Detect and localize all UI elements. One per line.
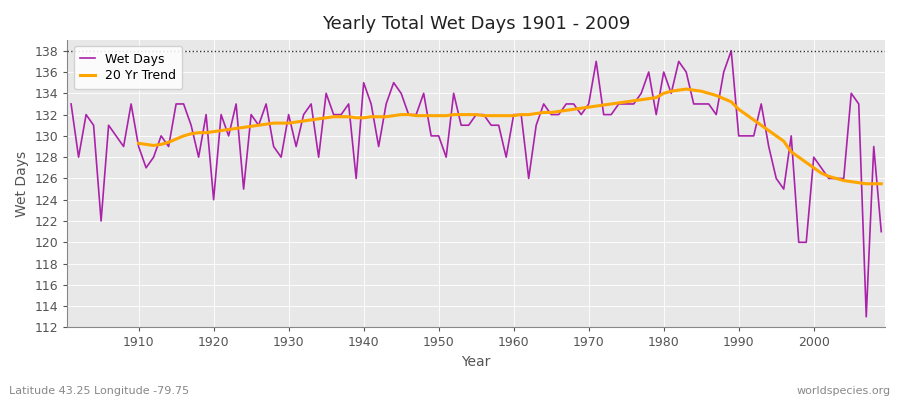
20 Yr Trend [306,118,317,122]
20 Yr Trend [876,181,886,186]
Wet Days [860,314,871,319]
20 Yr Trend [680,87,691,92]
Legend: Wet Days, 20 Yr Trend: Wet Days, 20 Yr Trend [74,46,182,89]
Text: worldspecies.org: worldspecies.org [796,386,891,396]
20 Yr Trend [860,181,871,186]
20 Yr Trend [846,179,857,184]
20 Yr Trend [516,112,526,117]
20 Yr Trend [133,141,144,146]
Wet Days [725,48,736,53]
Wet Days [508,112,519,117]
20 Yr Trend [824,174,834,179]
Wet Days [336,112,346,117]
Wet Days [876,229,886,234]
Title: Yearly Total Wet Days 1901 - 2009: Yearly Total Wet Days 1901 - 2009 [322,15,630,33]
Y-axis label: Wet Days: Wet Days [15,151,29,217]
Line: 20 Yr Trend: 20 Yr Trend [139,89,881,184]
20 Yr Trend [576,106,587,111]
Text: Latitude 43.25 Longitude -79.75: Latitude 43.25 Longitude -79.75 [9,386,189,396]
Wet Days [598,112,609,117]
Line: Wet Days: Wet Days [71,51,881,317]
Wet Days [291,144,302,149]
Wet Days [66,102,77,106]
X-axis label: Year: Year [462,355,490,369]
20 Yr Trend [275,121,286,126]
Wet Days [126,102,137,106]
Wet Days [500,155,511,160]
